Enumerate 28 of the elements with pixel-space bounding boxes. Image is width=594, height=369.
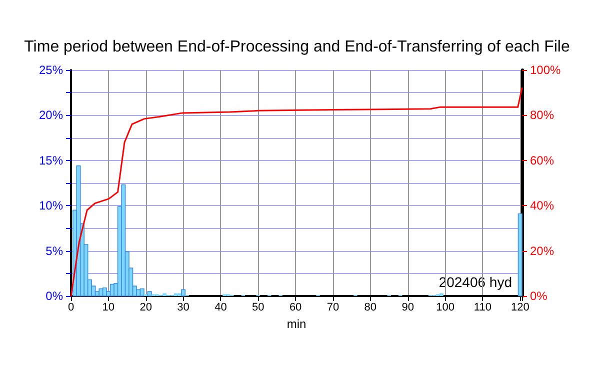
x-tick-label: 70 [326,302,340,314]
x-tick-label: 120 [510,302,530,314]
y-tick-label: 0% [46,289,64,303]
x-axis-title: min [286,316,306,331]
y2-tick-label: 100% [530,63,562,77]
chart-title: Time period between End-of-Processing and End-of-Transferring of each File [24,38,570,56]
y2-tick-label: 40% [530,198,554,213]
x-tick-label: 30 [177,302,190,314]
x-tick-label: 100 [436,302,454,314]
x-tick-label: 60 [289,302,302,314]
y-tick-label: 5% [46,244,64,258]
x-tick-label: 0 [68,302,74,314]
y-tick-label: 20% [38,108,64,122]
x-tick-label: 20 [140,302,152,314]
y-tick-label: 15% [38,153,64,168]
y2-tick-label: 20% [530,244,554,258]
x-tick-label: 110 [474,302,492,314]
x-tick-label: 10 [102,302,115,314]
y-tick-label: 25% [38,63,64,77]
x-tick-label: 90 [402,302,414,314]
x-tick-label: 80 [364,302,377,314]
y2-tick-label: 60% [530,153,554,168]
y-tick-label: 10% [38,198,64,213]
x-tick-label: 40 [214,302,227,314]
y2-tick-label: 80% [530,108,554,122]
x-tick-label: 50 [252,302,264,314]
annotation: 202406 hyd [438,274,512,290]
y2-tick-label: 0% [530,289,548,303]
